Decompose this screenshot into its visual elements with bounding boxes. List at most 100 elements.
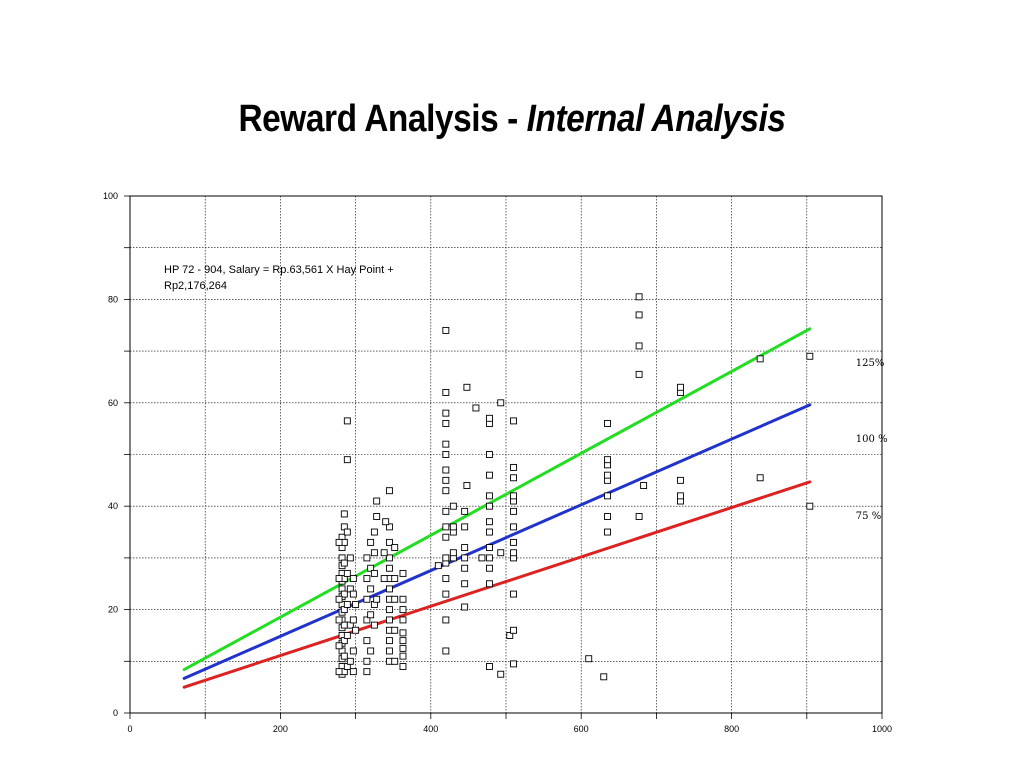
data-point — [373, 497, 381, 505]
data-point — [367, 585, 375, 593]
data-point — [335, 595, 343, 603]
title-italic: Internal Analysis — [526, 98, 786, 140]
data-point — [370, 569, 378, 577]
data-point — [363, 554, 371, 562]
data-point — [391, 595, 399, 603]
data-point — [449, 549, 457, 557]
data-point — [363, 595, 371, 603]
data-point — [335, 668, 343, 676]
data-point — [442, 590, 450, 598]
data-point — [363, 668, 371, 676]
data-point — [497, 670, 505, 678]
data-point — [367, 564, 375, 572]
data-point — [604, 471, 611, 479]
data-point — [373, 595, 381, 603]
data-point — [461, 507, 469, 515]
data-point — [349, 575, 357, 583]
data-point — [373, 513, 381, 520]
data-point — [352, 626, 360, 634]
data-point — [363, 657, 371, 665]
data-point — [486, 502, 493, 510]
data-point — [510, 417, 517, 425]
data-point — [346, 657, 354, 665]
data-point — [585, 655, 593, 663]
title-main: Reward Analysis - — [238, 98, 527, 140]
data-point — [442, 466, 450, 474]
data-point — [370, 549, 378, 557]
data-point — [399, 663, 407, 670]
data-point — [442, 507, 450, 515]
data-point — [478, 554, 486, 562]
data-point — [472, 404, 480, 412]
data-point — [640, 482, 648, 489]
x-tick-label: 1000 — [872, 724, 892, 734]
chart-grid — [130, 196, 882, 713]
data-point — [604, 492, 611, 500]
data-point — [449, 523, 457, 531]
data-point — [600, 673, 608, 681]
data-point — [343, 417, 351, 425]
data-point — [385, 647, 393, 655]
x-tick-label: 600 — [574, 724, 589, 734]
data-point — [486, 492, 493, 500]
data-point — [349, 590, 357, 598]
data-point — [486, 580, 493, 588]
data-point — [343, 632, 351, 639]
data-point — [604, 456, 611, 464]
data-point — [380, 575, 388, 583]
data-point — [510, 626, 517, 634]
data-point — [510, 507, 517, 515]
data-point — [343, 600, 351, 608]
data-point — [461, 523, 469, 531]
reference-line — [182, 480, 812, 689]
data-point — [635, 342, 643, 350]
data-point — [449, 502, 457, 510]
data-point — [510, 660, 517, 668]
y-tick-label: 60 — [108, 398, 118, 408]
data-point — [442, 647, 450, 655]
reference-lines — [182, 327, 812, 689]
data-point — [510, 523, 517, 531]
data-point — [461, 544, 469, 552]
data-point — [349, 616, 357, 624]
data-point — [635, 293, 643, 301]
data-point — [510, 492, 517, 500]
data-point — [367, 538, 375, 546]
data-point — [391, 626, 399, 634]
data-point — [486, 564, 493, 572]
data-point — [349, 647, 357, 655]
data-point — [442, 409, 450, 417]
y-tick-label: 100 — [103, 191, 118, 201]
data-point — [343, 528, 351, 536]
data-point — [385, 606, 393, 614]
data-points — [335, 293, 814, 681]
data-point — [399, 569, 407, 577]
data-point — [510, 538, 517, 546]
data-point — [510, 590, 517, 598]
data-point — [399, 616, 407, 624]
data-point — [343, 569, 351, 577]
data-point — [352, 600, 360, 608]
data-point — [461, 564, 469, 572]
data-point — [399, 644, 407, 652]
data-point — [434, 562, 442, 570]
data-point — [335, 538, 343, 546]
data-point — [363, 575, 371, 583]
data-point — [497, 399, 505, 407]
data-point — [486, 451, 493, 458]
data-point — [391, 575, 399, 583]
data-point — [442, 616, 450, 624]
data-point — [756, 355, 764, 363]
data-point — [340, 559, 348, 567]
data-point — [391, 544, 399, 552]
data-point — [756, 474, 764, 482]
data-point — [399, 652, 407, 660]
data-point — [382, 518, 390, 526]
data-point — [463, 383, 471, 391]
data-point — [442, 487, 450, 495]
data-point — [399, 606, 407, 614]
reference-line-label: 100 % — [856, 434, 888, 445]
data-point — [349, 668, 357, 676]
data-point — [442, 326, 450, 334]
